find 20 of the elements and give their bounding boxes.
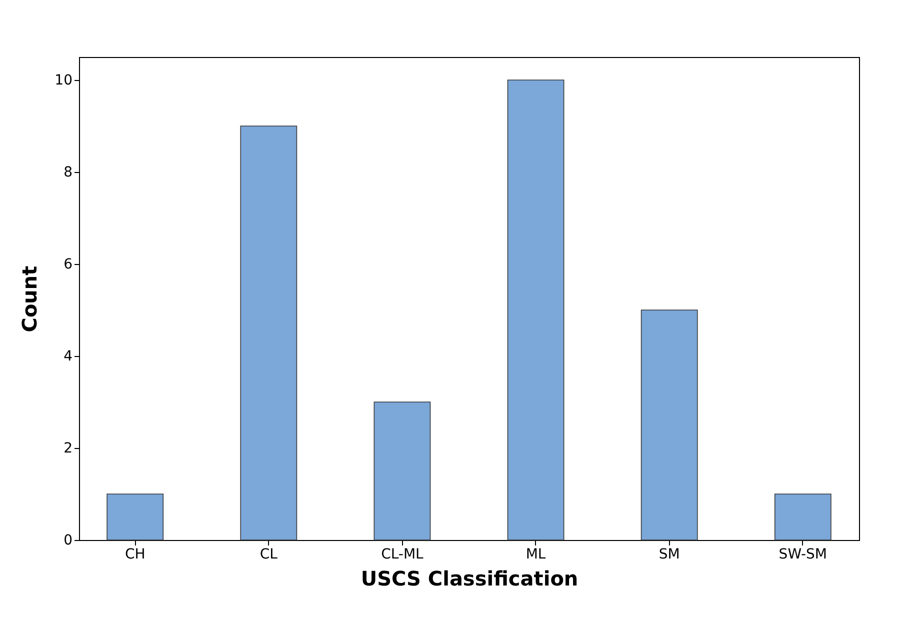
x-tick-label: CL-ML	[381, 546, 424, 562]
bar	[240, 126, 298, 540]
x-tick-label: CH	[124, 546, 146, 562]
y-tick-label: 4	[64, 348, 73, 364]
bar	[774, 494, 832, 540]
x-tick-label: SW-SM	[778, 546, 827, 562]
x-tick-label: SM	[658, 546, 680, 562]
y-tick-label: 8	[64, 164, 72, 180]
y-tick-label: 2	[64, 440, 72, 456]
y-tick-label: 6	[64, 256, 73, 272]
x-tick-label: ML	[526, 546, 546, 562]
bar	[507, 80, 564, 540]
bar	[640, 310, 698, 540]
x-tick-label: CL	[260, 546, 278, 562]
y-axis-title: Count	[18, 265, 42, 332]
y-tick-label: 10	[54, 72, 72, 88]
y-tick-label: 0	[64, 532, 72, 548]
x-axis-title: USCS Classification	[360, 566, 578, 590]
bar	[106, 494, 164, 540]
bar	[374, 402, 431, 540]
